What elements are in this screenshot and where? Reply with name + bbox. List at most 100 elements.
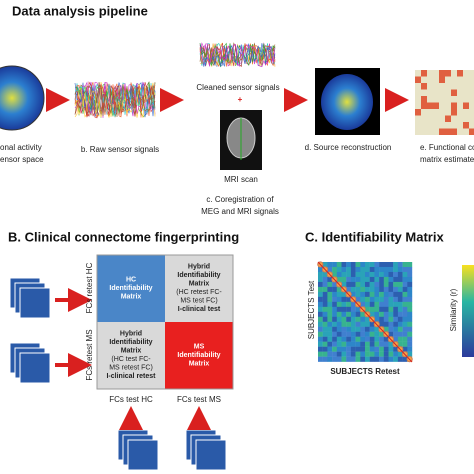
heat-cell [327, 276, 333, 283]
heat-cell [393, 356, 399, 362]
quadrant-label: (HC test FC- [111, 356, 151, 363]
heat-cell [360, 276, 366, 283]
heat-cell [407, 326, 413, 332]
fc-cell [439, 122, 445, 129]
heat-cell [341, 291, 347, 298]
fc-cell [463, 89, 469, 96]
heat-cell [322, 296, 328, 303]
heat-cell [336, 336, 342, 342]
heat-cell [374, 306, 380, 313]
heat-cell [318, 316, 323, 322]
fc-cell [421, 128, 427, 135]
heat-cell [365, 286, 370, 293]
heat-cell [369, 276, 375, 283]
heat-cell [369, 271, 375, 278]
heat-cell [407, 321, 413, 327]
heat-cell [393, 331, 399, 337]
heat-cell [365, 351, 370, 357]
heat-cell [355, 356, 361, 362]
fc-cell [433, 89, 439, 96]
fc-cell [433, 70, 439, 77]
heat-cell [332, 271, 337, 278]
heat-cell [374, 351, 380, 357]
quadrant-label: Matrix [121, 293, 142, 300]
step-label: c. Coregistration of [206, 195, 274, 204]
quadrant-label: (HC retest FC- [176, 289, 222, 296]
heat-cell [350, 356, 356, 362]
fc-cell [463, 115, 469, 122]
heat-cell [393, 301, 399, 308]
heat-cell [341, 301, 347, 308]
heat-cell [369, 341, 375, 347]
heat-cell [365, 281, 370, 288]
heat-cell [407, 291, 413, 298]
heat-cell [360, 262, 366, 268]
heat-cell [407, 301, 413, 308]
heat-cell [355, 321, 361, 327]
heat-cell [360, 266, 366, 273]
heat-cell [336, 296, 342, 303]
heat-cell [407, 266, 413, 273]
heat-cell [322, 286, 328, 293]
heat-cell [322, 331, 328, 337]
fc-cell [415, 89, 421, 96]
signal-line [199, 43, 276, 67]
heat-cell [318, 276, 323, 283]
heat-cell [407, 336, 413, 342]
heat-cell [341, 356, 347, 362]
heat-cell [355, 306, 361, 313]
heat-cell [336, 341, 342, 347]
colorbar [462, 265, 474, 357]
fc-cell [457, 122, 463, 129]
heat-cell [379, 281, 384, 288]
heat-cell [355, 346, 361, 352]
fc-cell [469, 83, 474, 90]
identifiability-heatmap [317, 261, 413, 363]
fc-cell [415, 122, 421, 129]
heat-cell [365, 336, 370, 342]
functional-matrix-image [415, 70, 474, 135]
heat-cell [336, 271, 342, 278]
heat-cell [355, 281, 361, 288]
fc-cell [451, 128, 457, 135]
heat-cell [322, 321, 328, 327]
heat-cell [388, 331, 394, 337]
fc-cell [427, 96, 433, 103]
heat-cell [355, 262, 361, 268]
fc-cell [445, 128, 451, 135]
fc-cell [469, 89, 474, 96]
fc-tile [19, 352, 51, 384]
heat-cell [327, 336, 333, 342]
heat-cell [350, 316, 356, 322]
heat-cell [318, 351, 323, 357]
heat-cell [355, 271, 361, 278]
heat-cell [379, 262, 384, 268]
fc-cell [445, 109, 451, 116]
heat-cell [346, 281, 352, 288]
fc-cell [421, 96, 427, 103]
heat-cell [383, 316, 389, 322]
heat-cell [346, 271, 352, 278]
heat-cell [388, 321, 394, 327]
heat-cell [360, 286, 366, 293]
fc-cell [433, 102, 439, 109]
fc-cell [433, 128, 439, 135]
heat-cell [327, 346, 333, 352]
heat-cell [379, 346, 384, 352]
fc-cell [427, 70, 433, 77]
heat-cell [346, 311, 352, 318]
heat-cell [374, 266, 380, 273]
fc-cell [439, 96, 445, 103]
fc-cell [463, 96, 469, 103]
heat-cell [327, 281, 333, 288]
fc-cell [445, 89, 451, 96]
heat-cell [365, 306, 370, 313]
heat-cell [379, 316, 384, 322]
heat-cell [374, 296, 380, 303]
heat-cell [332, 262, 337, 268]
quadrant-label: MS retest FC) [109, 365, 153, 372]
fc-cell [451, 122, 457, 129]
heat-cell [350, 336, 356, 342]
heat-cell [407, 331, 413, 337]
